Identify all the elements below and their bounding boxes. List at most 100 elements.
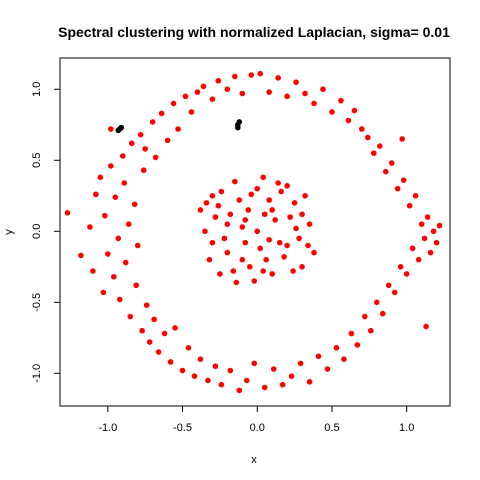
data-point-red [149, 119, 156, 125]
data-point-red [299, 211, 305, 218]
data-point-red [272, 217, 278, 223]
plot-frame [59, 57, 451, 407]
data-point-red [257, 70, 264, 77]
data-point-red [284, 242, 290, 249]
data-point-red [270, 366, 277, 372]
data-point-red [133, 282, 140, 289]
data-point-red [224, 221, 231, 227]
y-tick-label: -1.0 [31, 364, 43, 383]
data-point-red [399, 136, 405, 142]
x-tick-label: -1.0 [98, 422, 117, 434]
data-point-red [227, 211, 234, 218]
data-point-red [164, 137, 171, 144]
data-point-red [155, 349, 162, 355]
data-point-red [105, 251, 111, 257]
data-point-red [100, 289, 107, 296]
data-point-red [194, 89, 201, 95]
data-point-red [87, 224, 93, 230]
data-point-red [246, 264, 253, 270]
data-point-red [236, 387, 243, 394]
data-point-red [302, 90, 308, 97]
data-point-red [269, 207, 275, 213]
data-point-red [388, 160, 395, 166]
data-point-red [179, 367, 186, 374]
data-point-red [284, 183, 290, 189]
data-point-red [64, 210, 71, 216]
x-axis: -1.0 -0.5 0.0 0.5 1.0 [98, 406, 414, 434]
data-point-red [329, 109, 335, 115]
data-point-red [333, 344, 340, 351]
data-point-red [242, 239, 249, 246]
data-point-red [370, 150, 377, 156]
y-axis-title: y [3, 229, 15, 235]
data-point-red [412, 192, 419, 199]
data-point-red [203, 200, 210, 206]
data-point-red [406, 202, 413, 209]
y-axis: -1.0 -0.5 0.0 0.5 1.0 [31, 82, 60, 383]
data-point-red [185, 344, 192, 351]
data-point-red [278, 188, 284, 195]
data-point-red [212, 214, 219, 220]
data-point-red [269, 271, 275, 277]
data-point-red [140, 167, 147, 174]
data-point-red [224, 86, 231, 93]
data-point-red [251, 278, 258, 284]
y-tick-label: 1.0 [31, 82, 43, 97]
data-point-red [427, 249, 434, 256]
data-point-red [248, 72, 255, 78]
data-point-red [218, 188, 225, 195]
data-point-red [128, 140, 135, 147]
data-point-red [227, 367, 234, 374]
data-point-red [433, 239, 440, 246]
data-point-red [239, 256, 246, 263]
data-point-red [306, 379, 313, 385]
data-point-red [287, 214, 293, 220]
data-point-red [245, 207, 252, 213]
data-point-red [311, 249, 317, 256]
data-point-red [239, 90, 246, 97]
data-point-red [305, 242, 311, 249]
data-point-red [400, 177, 407, 183]
data-point-red [146, 339, 153, 345]
data-point-black [118, 124, 125, 131]
data-point-red [217, 271, 223, 277]
data-point-red [423, 323, 429, 330]
data-point-red [281, 254, 287, 260]
data-point-red [172, 325, 178, 331]
data-point-red [376, 143, 383, 149]
data-point-red [158, 110, 165, 117]
data-point-red [197, 207, 204, 213]
data-point-red [224, 249, 231, 256]
data-point-red [221, 235, 228, 242]
data-point-red [275, 75, 281, 81]
points-layer [64, 70, 443, 394]
x-tick-label: 0.0 [250, 422, 265, 434]
data-point-red [170, 100, 177, 107]
y-tick-label: 0.0 [31, 224, 43, 239]
data-point-red [112, 194, 119, 200]
data-point-red [263, 256, 270, 263]
data-point-red [175, 126, 181, 132]
data-point-red [324, 366, 331, 372]
data-point-red [182, 93, 189, 100]
data-point-red [215, 202, 222, 209]
data-point-red [254, 228, 261, 235]
data-point-red [288, 373, 295, 379]
data-point-red [266, 89, 272, 95]
data-point-red [341, 356, 347, 362]
data-point-red [152, 154, 159, 161]
data-point-red [143, 302, 150, 308]
y-tick-label: 0.5 [31, 153, 43, 168]
data-point-red [368, 327, 374, 334]
data-point-red [90, 268, 96, 274]
data-point-red [290, 268, 296, 274]
chart-title: Spectral clustering with normalized Lapl… [58, 24, 450, 40]
data-point-red [108, 126, 114, 132]
data-point-red [284, 93, 290, 100]
data-point-red [151, 316, 157, 323]
data-point-red [206, 256, 213, 263]
data-point-red [385, 282, 392, 289]
data-point-red [202, 228, 208, 235]
